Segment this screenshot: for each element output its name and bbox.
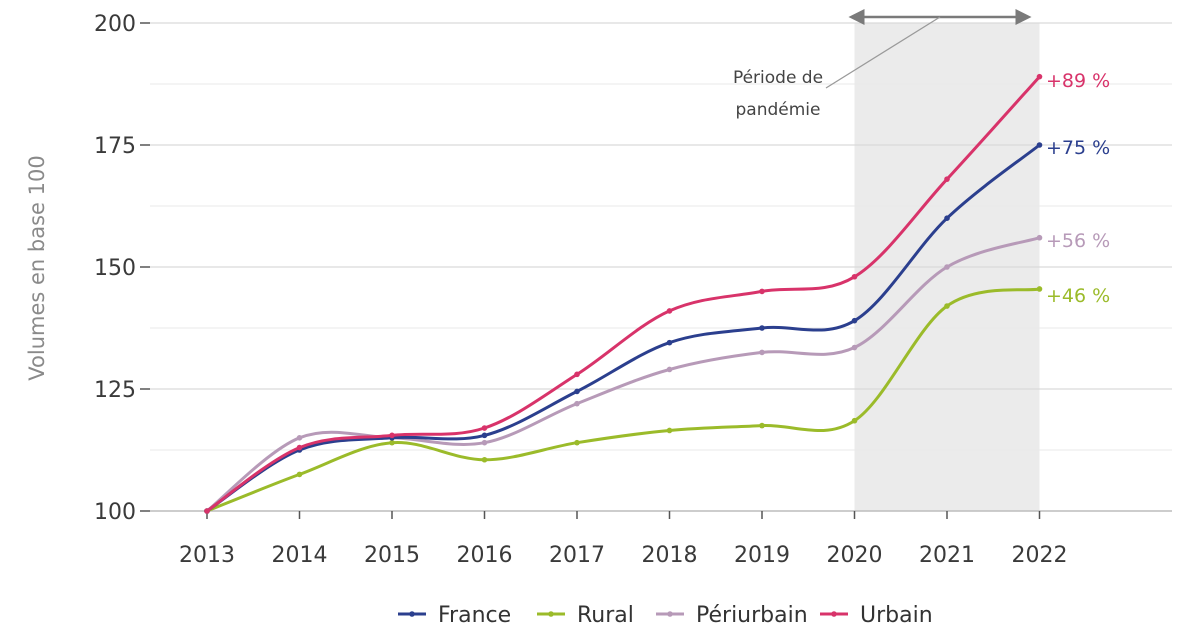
y-tick-label: 200 xyxy=(94,12,136,37)
x-tick-label: 2022 xyxy=(1012,543,1068,568)
arrow-head-right xyxy=(1015,9,1032,25)
data-point-rural xyxy=(944,303,950,309)
data-point-periurbain xyxy=(296,435,303,441)
data-point-urbain xyxy=(944,176,950,182)
x-tick-label: 2018 xyxy=(642,543,698,568)
legend-marker-france xyxy=(409,611,415,617)
legend-marker-periurbain xyxy=(667,611,673,617)
data-point-periurbain xyxy=(481,439,488,446)
data-point-urbain xyxy=(759,288,765,295)
legend: France Rural Périurbain Urbain xyxy=(398,603,933,628)
x-tick-label: 2015 xyxy=(364,543,420,568)
y-tick-label: 125 xyxy=(94,378,136,403)
data-point-rural xyxy=(574,439,580,446)
series-line-periurbain xyxy=(206,236,1040,513)
data-point-france xyxy=(574,388,580,395)
data-point-rural xyxy=(666,427,673,434)
data-point-urbain xyxy=(296,444,303,451)
legend-label-periurbain: Périurbain xyxy=(696,603,808,628)
data-point-periurbain xyxy=(1036,234,1043,241)
data-point-rural xyxy=(851,417,858,424)
y-tick-label: 175 xyxy=(94,134,136,159)
legend-label-urbain: Urbain xyxy=(860,603,933,628)
data-point-rural xyxy=(296,471,303,478)
x-tick-label: 2014 xyxy=(272,543,328,568)
data-point-urbain xyxy=(481,425,488,431)
x-tick-label: 2013 xyxy=(179,543,235,568)
x-tick-label: 2019 xyxy=(734,543,790,568)
legend-label-rural: Rural xyxy=(577,603,634,628)
annotation-text-line2: pandémie xyxy=(736,100,821,120)
series-urbain xyxy=(204,73,1043,514)
x-tick-label: 2016 xyxy=(457,543,513,568)
data-point-france xyxy=(759,325,765,331)
data-point-periurbain xyxy=(944,264,950,270)
end-label-rural: +46 % xyxy=(1046,285,1110,307)
series-line-france xyxy=(206,143,1041,513)
data-point-france xyxy=(944,215,950,221)
legend-item-urbain: Urbain xyxy=(820,603,933,628)
data-point-periurbain xyxy=(666,366,673,373)
y-axis-label: Volumes en base 100 xyxy=(25,155,49,380)
arrow-head-left xyxy=(848,9,865,25)
end-label-france: +75 % xyxy=(1046,137,1110,159)
data-point-france xyxy=(481,432,488,439)
data-point-rural xyxy=(389,439,395,446)
data-point-periurbain xyxy=(759,349,765,356)
x-tick-label: 2021 xyxy=(919,543,975,568)
y-tick-label: 150 xyxy=(94,256,136,281)
axes-layer: 100 125 150 175 200 2013 2014 2015 2016 2017 2018 2… xyxy=(94,12,1172,568)
annotation-leader-line xyxy=(825,16,941,89)
end-label-periurbain: +56 % xyxy=(1046,230,1110,252)
data-point-urbain xyxy=(666,308,673,314)
data-point-france xyxy=(1036,142,1043,148)
series-layer: +75 % +46 % +56 % +89 % xyxy=(204,70,1110,514)
legend-marker-rural xyxy=(548,611,554,617)
annotation-text-line1: Période de xyxy=(733,68,823,88)
legend-item-rural: Rural xyxy=(537,603,634,628)
data-point-rural xyxy=(1036,286,1043,292)
legend-item-periurbain: Périurbain xyxy=(656,603,808,628)
data-point-urbain xyxy=(851,273,858,280)
data-point-periurbain xyxy=(574,400,580,407)
x-tick-label: 2020 xyxy=(827,543,883,568)
data-point-urbain xyxy=(389,432,395,439)
data-point-urbain xyxy=(1036,73,1043,80)
data-point-france xyxy=(666,339,673,346)
data-point-rural xyxy=(481,456,488,463)
legend-item-france: France xyxy=(398,603,511,628)
legend-label-france: France xyxy=(438,603,511,628)
y-tick-label: 100 xyxy=(94,500,136,525)
data-point-urbain xyxy=(204,508,210,514)
end-label-urbain: +89 % xyxy=(1046,70,1110,92)
series-line-urbain xyxy=(206,75,1041,513)
series-line-rural xyxy=(206,287,1040,513)
data-point-urbain xyxy=(574,371,580,378)
x-tick-label: 2017 xyxy=(549,543,605,568)
data-point-rural xyxy=(759,422,765,429)
legend-marker-urbain xyxy=(831,611,837,617)
annotation-layer: Période de pandémie xyxy=(733,9,1032,120)
data-point-france xyxy=(851,317,858,324)
data-point-periurbain xyxy=(851,344,858,351)
